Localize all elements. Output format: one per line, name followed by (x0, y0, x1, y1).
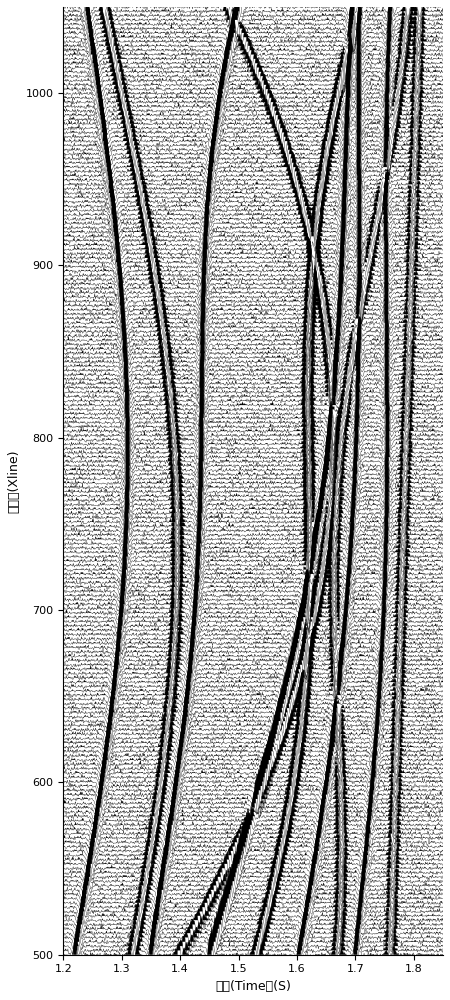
X-axis label: 时间(Time）(S): 时间(Time）(S) (215, 980, 291, 993)
Y-axis label: 联络线(Xline): 联络线(Xline) (7, 449, 20, 513)
